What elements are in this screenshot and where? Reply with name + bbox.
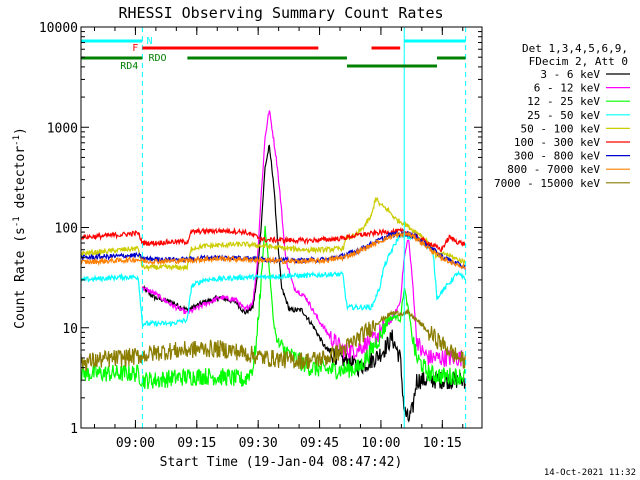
x-tick-label-5: 10:15	[423, 436, 462, 451]
series-line-1	[141, 110, 466, 368]
flag-label-0: N	[146, 36, 152, 47]
x-tick-label-4: 10:00	[361, 436, 400, 451]
chart-title: RHESSI Observing Summary Count Rates	[118, 4, 443, 22]
y-tick-label-2: 100	[55, 222, 78, 237]
legend-label-1: 6 - 12 keV	[534, 82, 601, 95]
y-axis-label-main: Count Rate (s	[13, 227, 28, 329]
y-axis-label-end: )	[13, 127, 28, 135]
legend-label-6: 300 - 800 keV	[514, 150, 600, 163]
y-tick-label-0: 1	[70, 422, 78, 437]
series-line-4	[80, 197, 466, 272]
y-axis-label-sup1: -1	[12, 216, 22, 227]
legend-label-8: 7000 - 15000 keV	[494, 177, 600, 190]
series-line-7	[80, 230, 466, 270]
legend-label-3: 25 - 50 keV	[527, 109, 600, 122]
series-line-5	[80, 226, 466, 252]
x-axis-label: Start Time (19-Jan-04 08:47:42)	[160, 455, 403, 470]
timestamp: 14-Oct-2021 11:32	[544, 468, 636, 478]
y-axis: 1 10 100 1000 10000	[39, 21, 482, 437]
legend-label-2: 12 - 25 keV	[527, 95, 600, 108]
x-axis: 09:00 09:15 09:30 09:45 10:00 10:15	[94, 27, 464, 451]
y-tick-label-3: 1000	[47, 121, 78, 136]
y-tick-label-4: 10000	[39, 21, 78, 36]
series-line-0	[141, 144, 466, 423]
legend-header-0: Det 1,3,4,5,6,9,	[522, 42, 628, 55]
x-tick-label-1: 09:15	[177, 436, 216, 451]
x-tick-label-2: 09:30	[239, 436, 278, 451]
y-axis-label: Count Rate (s-1 detector-1)	[12, 127, 28, 329]
flag-label-1: F	[132, 43, 138, 54]
x-tick-label-0: 09:00	[116, 436, 155, 451]
legend-label-0: 3 - 6 keV	[540, 68, 600, 81]
legend: Det 1,3,4,5,6,9,FDecim 2, Att 03 - 6 keV…	[494, 42, 630, 190]
series-line-8	[80, 308, 466, 372]
y-axis-label-mid: detector	[13, 146, 28, 217]
x-tick-label-3: 09:45	[300, 436, 339, 451]
y-axis-label-sup2: -1	[12, 135, 22, 146]
y-tick-label-1: 10	[62, 322, 78, 337]
flag-label-3: RD4	[120, 61, 138, 72]
legend-label-4: 50 - 100 keV	[521, 122, 601, 135]
series-traces	[80, 27, 467, 428]
flag-label-2: RDO	[149, 53, 167, 64]
legend-header-1: FDecim 2, Att 0	[529, 55, 628, 68]
flag-bars: NF RDO RD4	[81, 36, 466, 72]
legend-label-7: 800 - 7000 keV	[507, 163, 600, 176]
legend-label-5: 100 - 300 keV	[514, 136, 600, 149]
